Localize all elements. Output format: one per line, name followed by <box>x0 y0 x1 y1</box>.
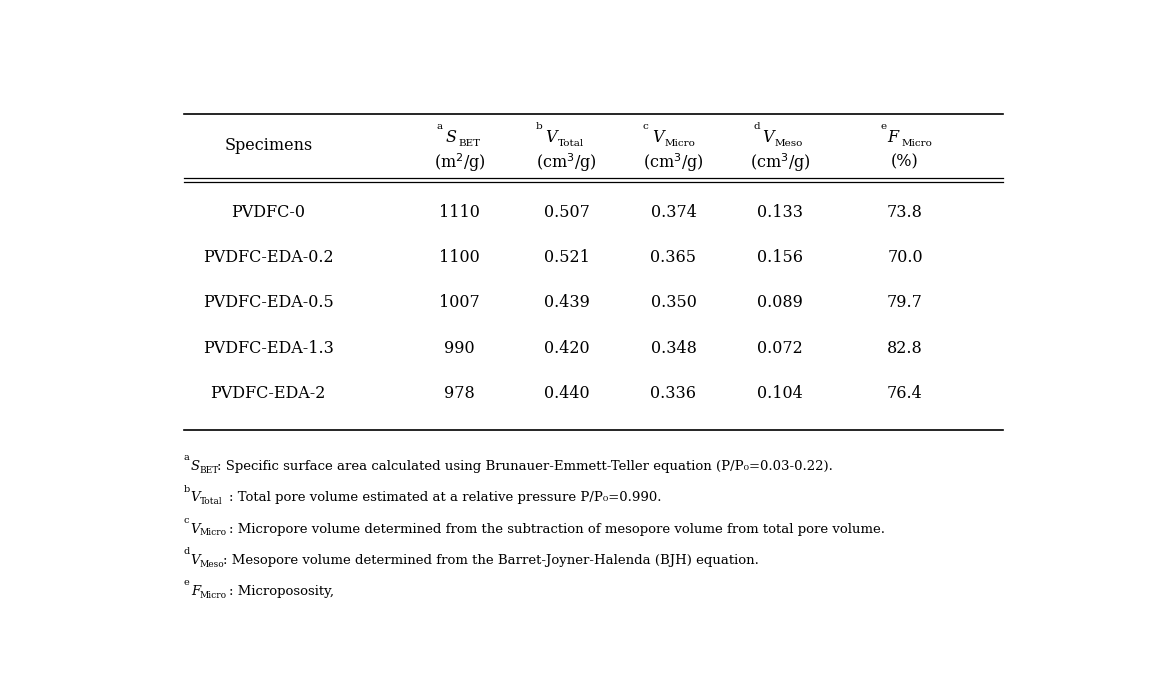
Text: 978: 978 <box>445 385 476 402</box>
Text: BET: BET <box>458 139 480 148</box>
Text: 1100: 1100 <box>439 249 480 266</box>
Text: 0.336: 0.336 <box>650 385 696 402</box>
Text: 82.8: 82.8 <box>887 340 923 356</box>
Text: c: c <box>184 516 190 525</box>
Text: BET: BET <box>200 466 219 475</box>
Text: 0.521: 0.521 <box>543 249 589 266</box>
Text: 0.133: 0.133 <box>757 204 803 220</box>
Text: 0.350: 0.350 <box>650 294 696 312</box>
Text: 70.0: 70.0 <box>887 249 923 266</box>
Text: Micro: Micro <box>664 139 695 148</box>
Text: 0.420: 0.420 <box>543 340 589 356</box>
Text: d: d <box>184 547 190 556</box>
Text: 1110: 1110 <box>439 204 480 220</box>
Text: b: b <box>184 484 190 494</box>
Text: V: V <box>763 130 774 146</box>
Text: PVDFC-EDA-0.2: PVDFC-EDA-0.2 <box>203 249 333 266</box>
Text: (m$^2$/g): (m$^2$/g) <box>434 150 486 174</box>
Text: 0.156: 0.156 <box>757 249 803 266</box>
Text: b: b <box>537 122 542 131</box>
Text: : Total pore volume estimated at a relative pressure P/P₀=0.990.: : Total pore volume estimated at a relat… <box>229 491 661 505</box>
Text: 79.7: 79.7 <box>887 294 923 312</box>
Text: PVDFC-EDA-0.5: PVDFC-EDA-0.5 <box>203 294 333 312</box>
Text: d: d <box>754 122 761 131</box>
Text: PVDFC-0: PVDFC-0 <box>231 204 306 220</box>
Text: Micro: Micro <box>902 139 932 148</box>
Text: a: a <box>437 122 442 131</box>
Text: 0.439: 0.439 <box>543 294 589 312</box>
Text: (cm$^3$/g): (cm$^3$/g) <box>750 150 811 174</box>
Text: V: V <box>545 130 556 146</box>
Text: 990: 990 <box>445 340 475 356</box>
Text: 0.374: 0.374 <box>650 204 696 220</box>
Text: Meso: Meso <box>200 560 224 568</box>
Text: 0.072: 0.072 <box>757 340 803 356</box>
Text: Total: Total <box>200 497 223 506</box>
Text: e: e <box>880 122 886 131</box>
Text: (%): (%) <box>892 154 919 171</box>
Text: S: S <box>446 130 456 146</box>
Text: e: e <box>184 578 190 587</box>
Text: F: F <box>191 585 200 598</box>
Text: : Micropososity,: : Micropososity, <box>229 585 333 598</box>
Text: c: c <box>643 122 649 131</box>
Text: 0.089: 0.089 <box>757 294 803 312</box>
Text: V: V <box>191 523 200 536</box>
Text: : Specific surface area calculated using Brunauer-Emmett-Teller equation (P/P₀=0: : Specific surface area calculated using… <box>217 460 833 473</box>
Text: F: F <box>887 130 899 146</box>
Text: 0.507: 0.507 <box>543 204 589 220</box>
Text: 73.8: 73.8 <box>887 204 923 220</box>
Text: PVDFC-EDA-1.3: PVDFC-EDA-1.3 <box>203 340 333 356</box>
Text: Micro: Micro <box>200 591 226 600</box>
Text: : Mesopore volume determined from the Barret-Joyner-Halenda (BJH) equation.: : Mesopore volume determined from the Ba… <box>223 554 758 567</box>
Text: Total: Total <box>557 139 584 148</box>
Text: Meso: Meso <box>774 139 803 148</box>
Text: 0.440: 0.440 <box>543 385 589 402</box>
Text: PVDFC-EDA-2: PVDFC-EDA-2 <box>210 385 326 402</box>
Text: 1007: 1007 <box>439 294 480 312</box>
Text: a: a <box>184 454 190 463</box>
Text: 0.104: 0.104 <box>757 385 803 402</box>
Text: S: S <box>191 460 200 473</box>
Text: 0.348: 0.348 <box>650 340 696 356</box>
Text: V: V <box>191 491 200 505</box>
Text: 76.4: 76.4 <box>887 385 923 402</box>
Text: Micro: Micro <box>200 528 226 538</box>
Text: V: V <box>651 130 663 146</box>
Text: (cm$^3$/g): (cm$^3$/g) <box>537 150 597 174</box>
Text: 0.365: 0.365 <box>650 249 696 266</box>
Text: : Micropore volume determined from the subtraction of mesopore volume from total: : Micropore volume determined from the s… <box>229 523 885 536</box>
Text: (cm$^3$/g): (cm$^3$/g) <box>643 150 704 174</box>
Text: V: V <box>191 554 200 567</box>
Text: Specimens: Specimens <box>224 137 313 154</box>
